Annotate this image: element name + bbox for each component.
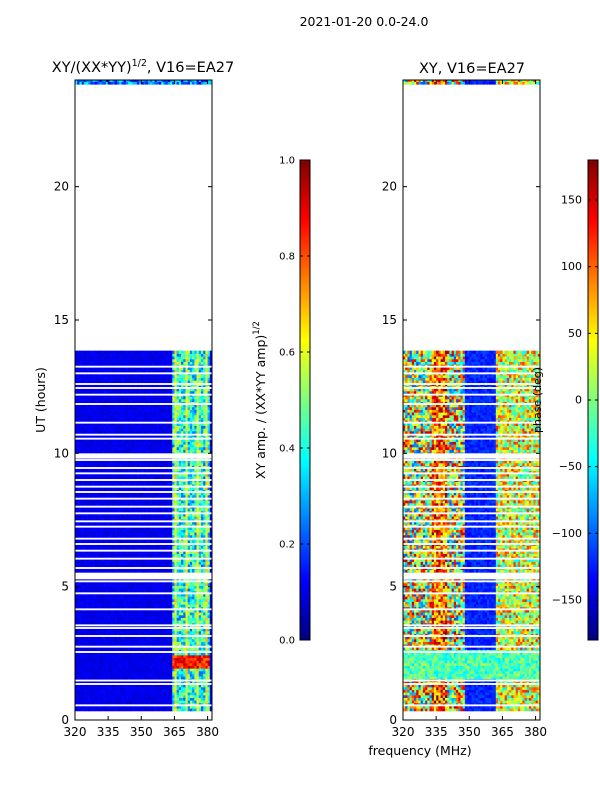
- heatmap-image: [403, 80, 540, 712]
- colorbar-gradient: [299, 159, 311, 641]
- colorbar-tick-label: −50: [559, 460, 582, 473]
- colorbar-ticks: 0.0 0.2 0.4 0.6 0.8 1.0: [279, 156, 310, 647]
- panel-title: XY, V16=EA27: [419, 61, 525, 77]
- y-tick-label: 15: [54, 313, 69, 327]
- y-tick-label: 20: [54, 180, 69, 194]
- colorbar-tick-label: 150: [561, 194, 582, 207]
- x-tick-label: 350: [458, 725, 481, 739]
- x-tick-label: 335: [425, 725, 448, 739]
- plot-frame: [402, 79, 541, 721]
- panel-title: XY/(XX*YY)1/2, V16=EA27: [52, 58, 234, 76]
- plot-frame: [74, 79, 213, 721]
- colorbar-tick-label: 50: [568, 327, 582, 340]
- colorbar-tick-label: 0.2: [279, 540, 295, 551]
- y-tick-label: 10: [54, 446, 69, 460]
- colorbar-tick-label: −100: [552, 527, 582, 540]
- figure-title: 2021-01-20 0.0-24.0: [300, 14, 429, 29]
- x-tick-label: 350: [130, 725, 153, 739]
- axis-ticks: 320 335 350 365 380 0 5 10 15 20: [382, 80, 547, 739]
- colorbar-phase: −150 −100 −50 0 50 100 150 phase (deg): [531, 159, 599, 641]
- y-tick-label: 15: [382, 313, 397, 327]
- y-tick-label: 20: [382, 180, 397, 194]
- colorbar-ticks: −150 −100 −50 0 50 100 150: [552, 194, 598, 607]
- colorbar-tick-label: −150: [552, 594, 582, 607]
- x-tick-label: 335: [97, 725, 120, 739]
- colorbar-tick-label: 0.6: [279, 348, 295, 359]
- y-axis-label: UT (hours): [33, 367, 48, 433]
- y-tick-label: 10: [382, 446, 397, 460]
- x-tick-label: 380: [196, 725, 219, 739]
- colorbar-tick-label: 0.8: [279, 252, 295, 263]
- colorbar-tick-label: 0: [575, 394, 582, 407]
- x-axis-label: frequency (MHz): [368, 743, 471, 758]
- heatmap-image: [75, 80, 212, 712]
- x-tick-label: 320: [392, 725, 415, 739]
- x-tick-label: 380: [524, 725, 547, 739]
- y-tick-label: 0: [389, 713, 397, 727]
- axis-ticks: 320 335 350 365 380 0 5 10 15 20: [54, 80, 219, 739]
- colorbar-tick-label: 100: [561, 260, 582, 273]
- colorbar-amplitude: 0.0 0.2 0.4 0.6 0.8 1.0 XY amp. / (XX*YY amp)…: [252, 156, 311, 647]
- x-tick-label: 320: [64, 725, 87, 739]
- panel-cross-phase: XY, V16=EA27 320 335 350 365 380 0 5 10 15 20 fre…: [368, 61, 547, 758]
- colorbar-tick-label: 0.4: [279, 444, 295, 455]
- panel-normalized-amplitude: XY/(XX*YY)1/2, V16=EA27 320 335 350 365 380 0…: [33, 58, 234, 739]
- y-tick-label: 5: [389, 580, 397, 594]
- x-tick-label: 365: [163, 725, 186, 739]
- colorbar-label: phase (deg): [531, 367, 544, 433]
- y-tick-label: 5: [61, 580, 69, 594]
- colorbar-label: XY amp. / (XX*YY amp)1/2: [252, 321, 268, 479]
- colorbar-tick-label: 1.0: [279, 156, 295, 167]
- x-tick-label: 365: [491, 725, 514, 739]
- colorbar-tick-label: 0.0: [279, 636, 295, 647]
- y-tick-label: 0: [61, 713, 69, 727]
